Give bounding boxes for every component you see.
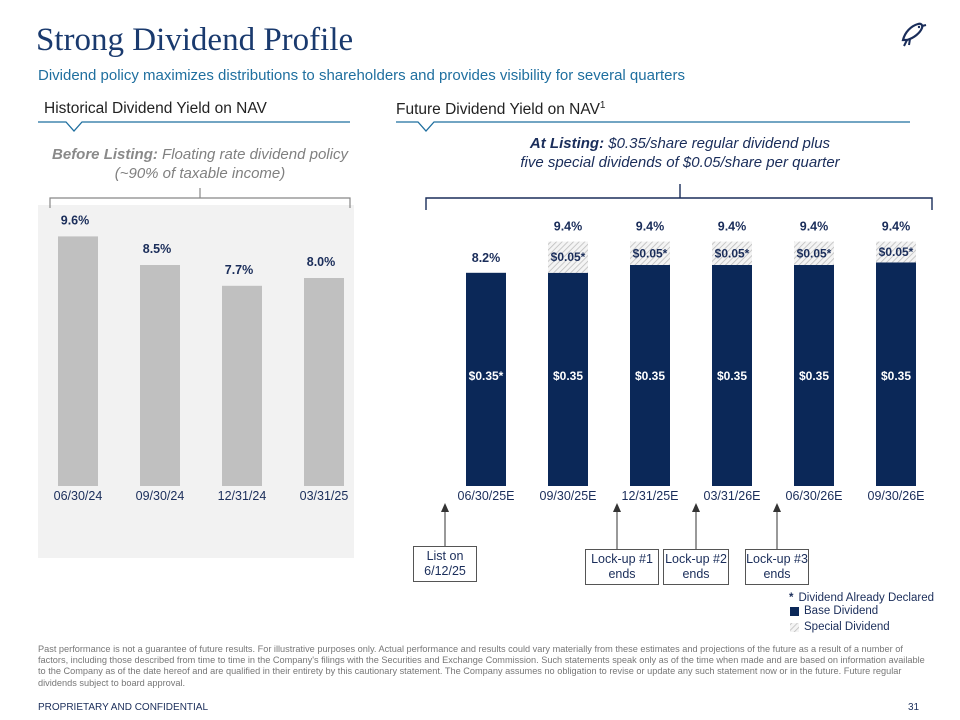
future-total-label: 8.2% — [472, 251, 501, 265]
future-note-rest: $0.35/share regular dividend plus — [604, 135, 831, 152]
base-dividend-bar — [876, 262, 916, 486]
callout-arrowhead — [441, 503, 449, 512]
base-dividend-bar — [466, 272, 506, 486]
footer-confidential: PROPRIETARY AND CONFIDENTIAL — [38, 702, 209, 713]
special-dividend-bar — [712, 241, 752, 265]
callout-lockup-2: Lock-up #2 ends — [663, 549, 729, 585]
future-heading-text: Future Dividend Yield on NAV — [396, 101, 600, 119]
future-note-line2: five special dividends of $0.05/share pe… — [520, 154, 840, 171]
future-category-label: 03/31/26E — [704, 489, 761, 503]
historical-brace — [49, 188, 351, 208]
legend-base-swatch — [790, 607, 799, 616]
historical-note: Before Listing: Floating rate dividend p… — [40, 145, 360, 183]
base-dividend-bar — [630, 265, 670, 486]
base-dividend-label: $0.35 — [553, 369, 583, 383]
special-dividend-label: $0.05* — [551, 250, 586, 264]
special-dividend-label: $0.05* — [879, 245, 914, 259]
base-dividend-label: $0.35 — [799, 369, 829, 383]
base-dividend-bar — [794, 265, 834, 486]
future-total-label: 9.4% — [800, 220, 829, 234]
future-category-label: 06/30/26E — [786, 489, 843, 503]
legend-special-label: Special Dividend — [804, 621, 890, 633]
legend-special-swatch — [790, 623, 799, 632]
future-total-label: 9.4% — [636, 220, 665, 234]
base-dividend-label: $0.35 — [635, 369, 665, 383]
historical-note-rest: Floating rate dividend policy — [157, 146, 348, 163]
base-dividend-bar — [548, 272, 588, 486]
callout-listing: List on 6/12/25 — [413, 546, 477, 582]
historical-category-label: 06/30/24 — [54, 489, 103, 503]
page-subtitle: Dividend policy maximizes distributions … — [38, 67, 685, 84]
future-heading-underline — [396, 121, 910, 132]
disclaimer-text: Past performance is not a guarantee of f… — [38, 644, 925, 688]
callout-listing-line2: 6/12/25 — [424, 564, 466, 578]
future-total-label: 9.4% — [882, 220, 911, 234]
special-dividend-label: $0.05* — [633, 246, 668, 260]
future-total-label: 9.4% — [554, 220, 583, 234]
callout-lockup-3: Lock-up #3 ends — [745, 549, 809, 585]
base-dividend-label: $0.35 — [881, 369, 911, 383]
historical-note-line2: (~90% of taxable income) — [114, 165, 286, 182]
callout-lockup-1: Lock-up #1 ends — [585, 549, 659, 585]
historical-bar — [140, 265, 180, 486]
special-dividend-bar — [876, 241, 916, 263]
callout-lockup-3-line1: Lock-up #3 — [746, 552, 808, 566]
future-category-label: 06/30/25E — [458, 489, 515, 503]
base-dividend-label: $0.35* — [469, 369, 504, 383]
historical-category-label: 03/31/25 — [300, 489, 349, 503]
historical-bar — [304, 278, 344, 486]
callout-lockup-3-line2: ends — [763, 567, 791, 581]
historical-value-label: 7.7% — [225, 263, 254, 277]
callout-lockup-1-line2: ends — [608, 567, 636, 581]
legend-base-label: Base Dividend — [804, 605, 879, 617]
future-heading-footnote: 1 — [599, 100, 606, 111]
historical-heading-underline — [38, 121, 350, 132]
future-brace — [425, 184, 933, 210]
base-dividend-bar — [712, 265, 752, 486]
future-category-label: 12/31/25E — [622, 489, 679, 503]
future-heading: Future Dividend Yield on NAV1 — [396, 100, 605, 119]
page-title: Strong Dividend Profile — [36, 22, 354, 58]
future-note: At Listing: $0.35/share regular dividend… — [460, 134, 900, 172]
historical-note-bold: Before Listing: — [52, 146, 158, 163]
historical-value-label: 8.0% — [307, 255, 336, 269]
callout-arrowhead — [613, 503, 621, 512]
future-total-label: 9.4% — [718, 220, 747, 234]
legend-declared: * Dividend Already Declared — [789, 592, 934, 604]
special-dividend-bar — [548, 241, 588, 273]
future-category-label: 09/30/26E — [868, 489, 925, 503]
dividend-yield-chart: 9.6% 06/30/24 8.5% 09/30/24 7.7% 12/31/24 8.0%… — [38, 121, 933, 632]
bird-logo-icon — [901, 22, 927, 47]
future-note-line1: At Listing: $0.35/share regular dividend… — [460, 134, 900, 153]
historical-category-label: 12/31/24 — [218, 489, 267, 503]
legend-declared-marker: * — [789, 592, 794, 604]
historical-heading: Historical Dividend Yield on NAV — [44, 100, 267, 117]
special-dividend-bar — [630, 241, 670, 265]
historical-note-line1: Before Listing: Floating rate dividend p… — [40, 145, 360, 164]
callout-arrowhead — [692, 503, 700, 512]
base-dividend-label: $0.35 — [717, 369, 747, 383]
future-note-bold: At Listing: — [529, 135, 605, 152]
page-number: 31 — [908, 702, 920, 713]
historical-bar — [222, 285, 262, 486]
callout-lockup-2-line1: Lock-up #2 — [665, 552, 727, 566]
special-dividend-label: $0.05* — [797, 246, 832, 260]
callout-lockup-1-line1: Lock-up #1 — [591, 552, 653, 566]
special-dividend-bar — [794, 241, 834, 265]
legend-declared-label: Dividend Already Declared — [798, 592, 935, 604]
callout-arrowhead — [773, 503, 781, 512]
historical-bar — [58, 236, 98, 486]
future-category-label: 09/30/25E — [540, 489, 597, 503]
special-dividend-label: $0.05* — [715, 246, 750, 260]
historical-value-label: 8.5% — [143, 242, 172, 256]
historical-value-label: 9.6% — [61, 213, 90, 227]
callout-lockup-2-line2: ends — [682, 567, 710, 581]
historical-category-label: 09/30/24 — [136, 489, 185, 503]
callout-listing-line1: List on — [426, 549, 464, 563]
